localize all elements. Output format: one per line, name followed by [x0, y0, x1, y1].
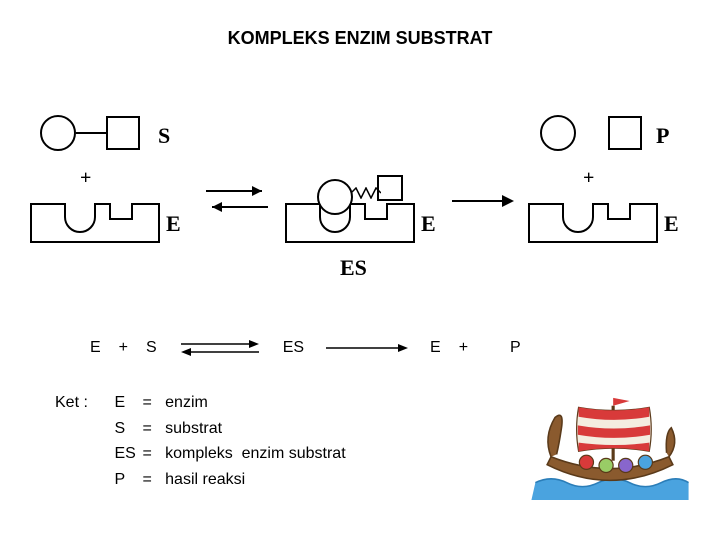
label-e-right: E — [664, 211, 679, 237]
label-s: S — [158, 123, 170, 149]
eq-e2: E — [430, 339, 441, 357]
eq-p: P — [510, 339, 521, 357]
square-shape — [106, 116, 140, 150]
substrate-bond — [76, 132, 106, 134]
legend-row: P= hasil reaksi — [114, 467, 345, 493]
eq-e1: E — [90, 339, 101, 357]
eq-plus2: + — [459, 339, 468, 357]
legend-row: ES= kompleks enzim substrat — [114, 441, 345, 467]
forward-arrow — [448, 191, 518, 211]
eq-fwd-arrow — [322, 341, 412, 355]
eq-es: ES — [283, 339, 304, 357]
reaction-diagram: S + E E — [30, 115, 690, 295]
legend-heading: Ket : — [55, 390, 110, 416]
eq-s: S — [146, 339, 157, 357]
label-es: ES — [340, 255, 367, 281]
enzyme-shape-mid — [285, 203, 415, 243]
zigzag-bond — [351, 187, 381, 199]
product-square — [608, 116, 642, 150]
eq-plus1: + — [119, 339, 128, 357]
legend: Ket : E= enzim S= substrat ES= kompleks … — [55, 390, 346, 492]
label-p: P — [656, 123, 669, 149]
circle-shape — [40, 115, 76, 151]
product-circle — [540, 115, 576, 151]
label-e-mid: E — [421, 211, 436, 237]
viking-ship-icon — [530, 390, 690, 500]
plus-right: + — [583, 167, 594, 190]
label-e-left: E — [166, 211, 181, 237]
page-title: KOMPLEKS ENZIM SUBSTRAT — [0, 28, 720, 49]
eq-rev-arrow — [175, 338, 265, 358]
reaction-equation: E + S ES E + P — [90, 338, 521, 358]
enzyme-shape-left — [30, 203, 160, 243]
legend-row: E= enzim — [114, 390, 345, 416]
reversible-arrows — [202, 181, 272, 217]
plus-left: + — [80, 167, 91, 190]
legend-row: S= substrat — [114, 416, 345, 442]
docked-circle — [317, 179, 353, 215]
enzyme-shape-right — [528, 203, 658, 243]
